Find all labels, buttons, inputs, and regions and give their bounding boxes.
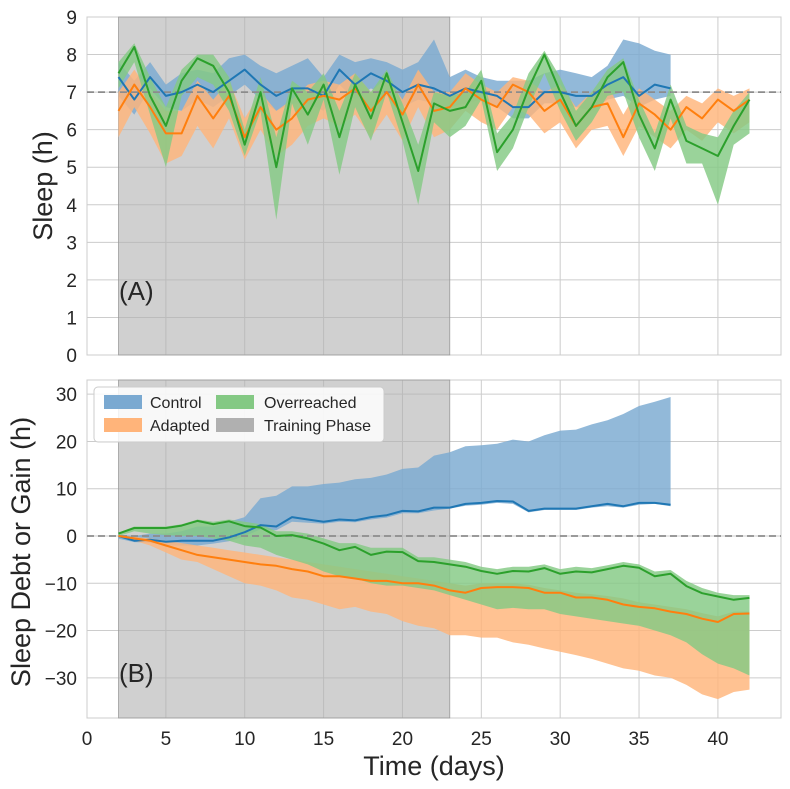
x-tick-label: 35 <box>628 729 649 750</box>
adapted-band <box>118 536 750 700</box>
x-axis-label: Time (days) <box>363 751 505 781</box>
y-tick-label: 9 <box>66 8 77 29</box>
y-tick-label: 10 <box>56 480 77 501</box>
overreached-mean-line <box>118 519 750 601</box>
y-tick-label: 6 <box>66 121 77 142</box>
x-tick-label: 20 <box>392 729 413 750</box>
y-tick-label: 20 <box>56 432 77 453</box>
x-tick-label: 30 <box>550 729 571 750</box>
panel-a-bands <box>118 39 750 220</box>
x-tick-label: 15 <box>313 729 334 750</box>
y-tick-label: 0 <box>66 346 77 367</box>
legend-label-overreached: Overreached <box>264 395 357 412</box>
y-tick-label: 3 <box>66 233 77 254</box>
x-tick-label: 25 <box>471 729 492 750</box>
panel-a: 0 1 2 3 4 5 6 7 8 9 (A) Sleep (h) <box>28 8 782 367</box>
y-tick-label: 30 <box>56 385 77 406</box>
legend-swatch-training-phase <box>216 418 254 432</box>
panel-b-label: (B) <box>119 658 154 688</box>
panel-b-y-tick-labels: 30 20 10 0 −10 −20 −30 <box>45 385 77 690</box>
control-band <box>118 397 671 546</box>
x-tick-label: 0 <box>82 729 93 750</box>
panel-b-mean-lines <box>118 500 750 623</box>
legend-frame <box>93 386 385 443</box>
x-tick-label: 40 <box>707 729 728 750</box>
panel-b: 30 20 10 0 −10 −20 −30 0 5 10 15 20 25 30 35 40 (B) Sl… <box>6 379 782 781</box>
legend-swatch-overreached <box>216 395 254 409</box>
adapted-mean-line <box>118 535 750 623</box>
y-tick-label: −20 <box>45 622 77 643</box>
y-tick-label: −30 <box>45 669 77 690</box>
panel-b-x-tick-labels: 0 5 10 15 20 25 30 35 40 <box>82 729 729 750</box>
y-tick-label: 1 <box>66 308 77 329</box>
panel-a-y-axis-label: Sleep (h) <box>28 131 58 241</box>
y-tick-label: 0 <box>66 527 77 548</box>
panel-a-mean-lines <box>117 46 751 172</box>
y-tick-label: 7 <box>66 83 77 104</box>
y-tick-label: 4 <box>66 196 77 217</box>
y-tick-label: 2 <box>66 271 77 292</box>
x-tick-label: 10 <box>234 729 255 750</box>
legend: Control Adapted Overreached Training Pha… <box>93 386 385 443</box>
y-tick-label: −10 <box>45 574 77 595</box>
legend-label-adapted: Adapted <box>150 418 210 435</box>
overreached-band <box>118 43 750 220</box>
overreached-mean-line <box>117 46 751 172</box>
control-mean-line <box>117 68 671 109</box>
panel-a-y-tick-labels: 0 1 2 3 4 5 6 7 8 9 <box>66 8 77 367</box>
y-tick-label: 8 <box>66 46 77 67</box>
legend-swatch-control <box>104 395 142 409</box>
panel-b-y-axis-label: Sleep Debt or Gain (h) <box>6 417 36 687</box>
adapted-mean-line <box>117 83 751 139</box>
panel-a-training-phase <box>118 16 451 356</box>
legend-label-training-phase: Training Phase <box>264 418 371 435</box>
control-mean-line <box>118 500 671 543</box>
y-tick-label: 5 <box>66 158 77 179</box>
panel-a-label: (A) <box>119 276 154 306</box>
legend-swatch-adapted <box>104 418 142 432</box>
training-phase-shading <box>118 16 451 356</box>
legend-label-control: Control <box>150 395 202 412</box>
x-tick-label: 5 <box>161 729 172 750</box>
